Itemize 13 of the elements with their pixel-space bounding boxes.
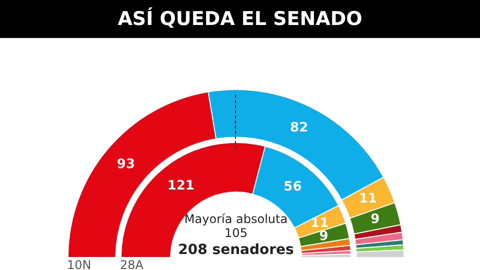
data-label: 11 [310, 216, 329, 231]
text: 208 senadores [177, 242, 295, 258]
data-label: 82 [290, 120, 308, 136]
data-label: 56 [284, 180, 302, 195]
text: Mayoría absoluta 105 [183, 212, 289, 240]
data-label: 121 [167, 178, 194, 194]
slice-label: 10N [67, 258, 92, 270]
data-label: 9 [370, 212, 380, 228]
data-label: 9 [319, 228, 328, 244]
chart-title: ASÍ QUEDA EL SENADO [0, 0, 480, 38]
slice-label: 28A [120, 258, 144, 270]
data-label: 11 [358, 192, 377, 207]
data-label: 93 [116, 156, 136, 172]
